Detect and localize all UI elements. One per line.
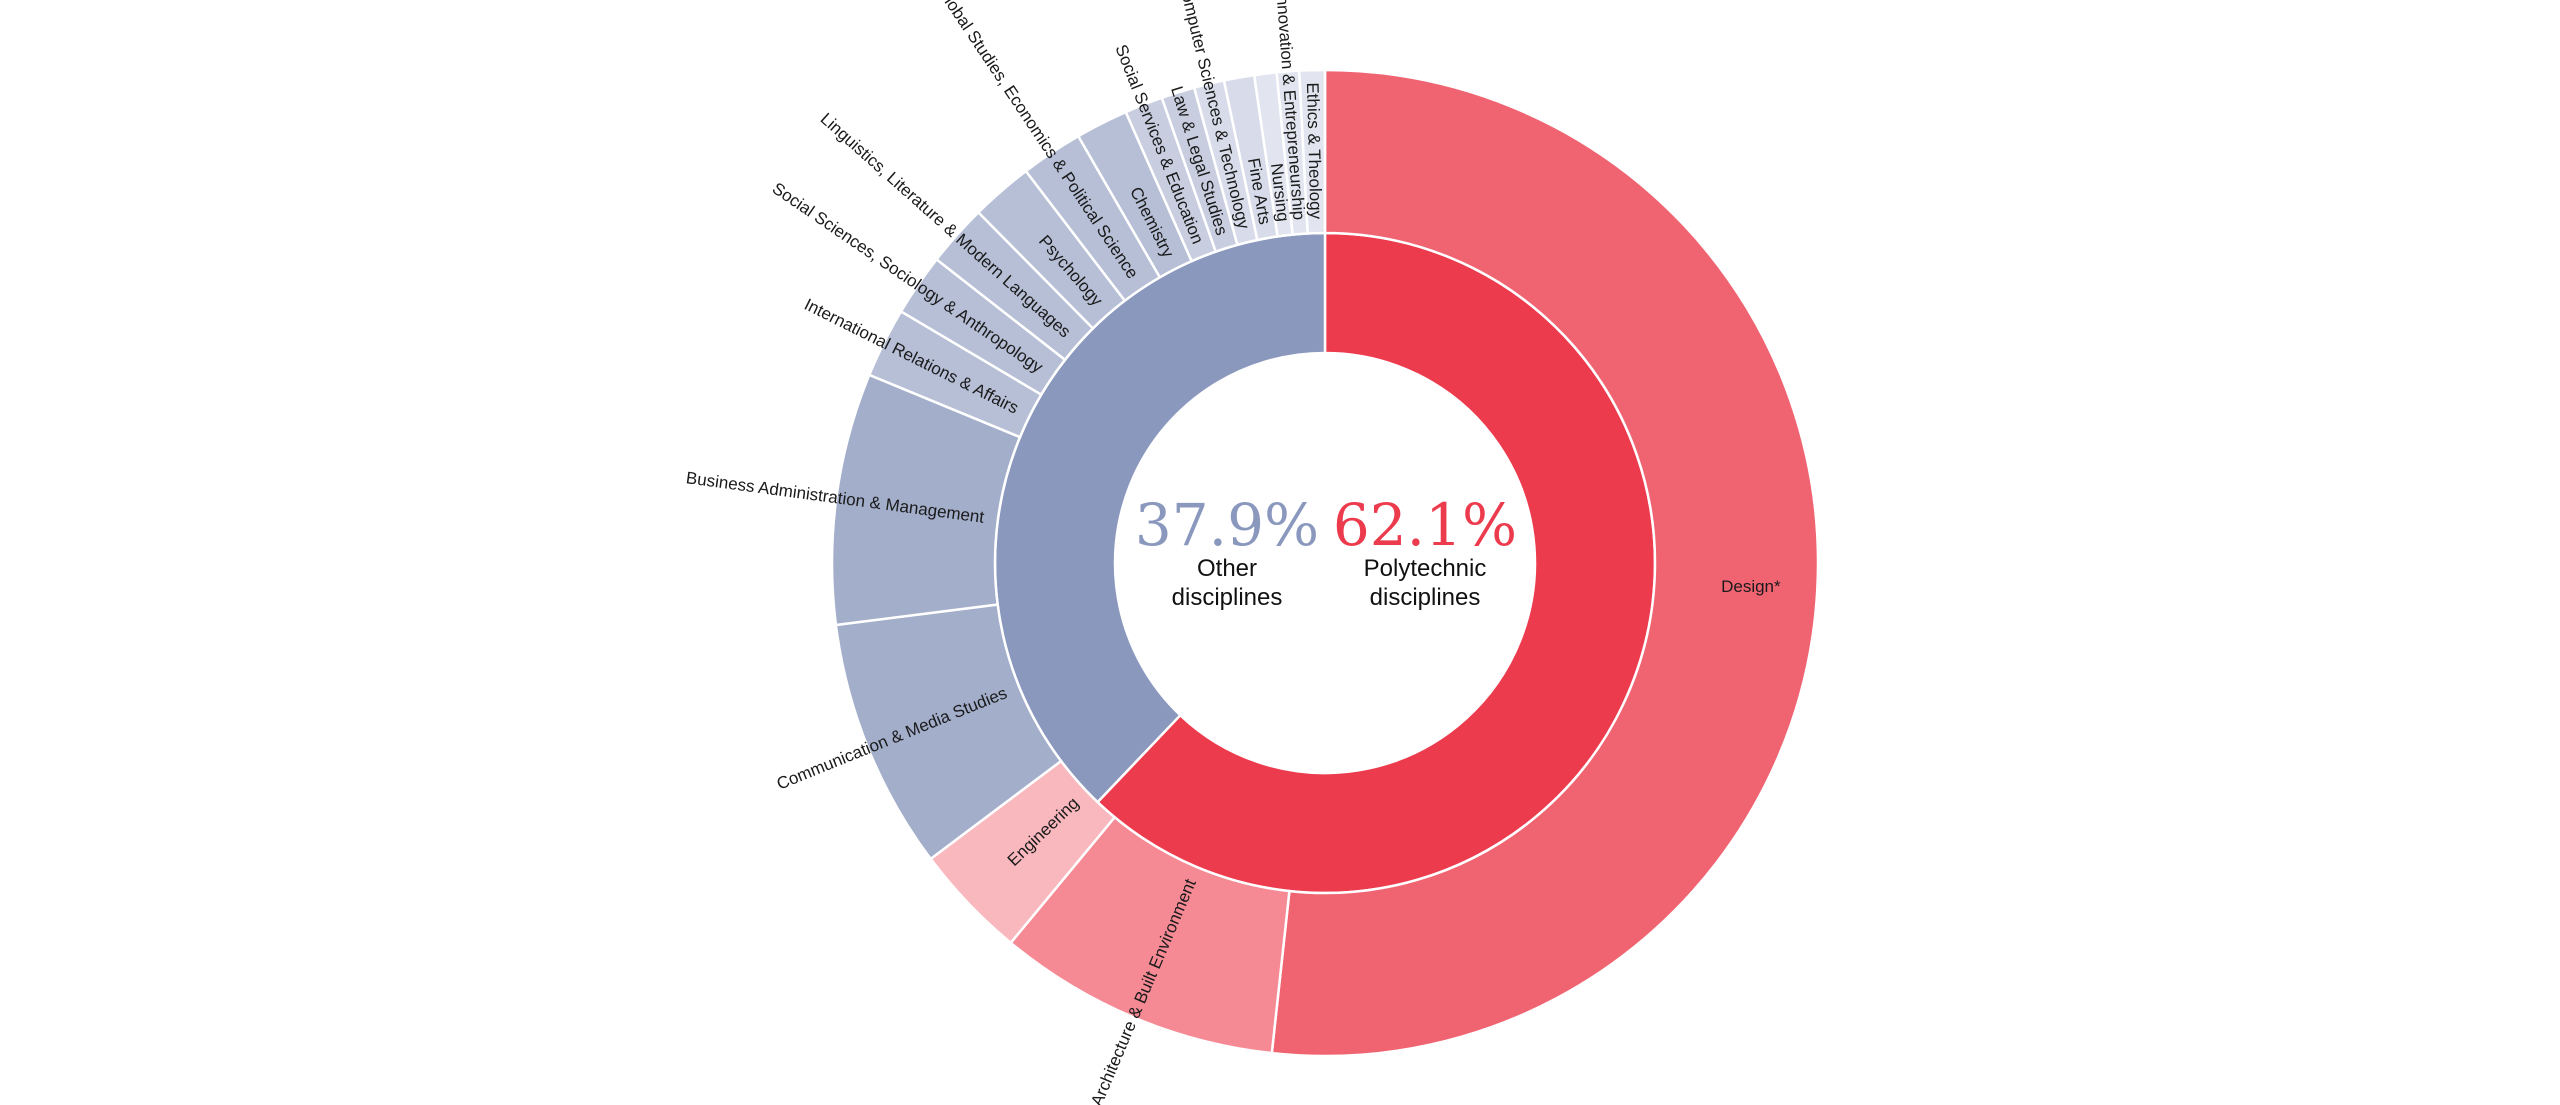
center-labels: 37.9% Other disciplines 62.1% Polytechni… [1135,491,1517,611]
outer-segment-design [1270,68,1820,1058]
outer-segment-ethics-theology [1297,68,1327,235]
other-label-line2: disciplines [1172,584,1283,611]
polytechnic-label-line2: disciplines [1370,584,1481,611]
polytechnic-label-line1: Polytechnic [1364,555,1487,582]
other-label-line1: Other [1197,555,1257,582]
inner-ring [993,231,1657,895]
outer-ring [830,68,1820,1058]
outer-label-ethics-theology: Ethics & Theology [1303,82,1326,220]
outer-label-design: Design* [1721,577,1781,596]
other-percentage: 37.9% [1135,491,1319,559]
polytechnic-percentage: 62.1% [1333,491,1517,559]
